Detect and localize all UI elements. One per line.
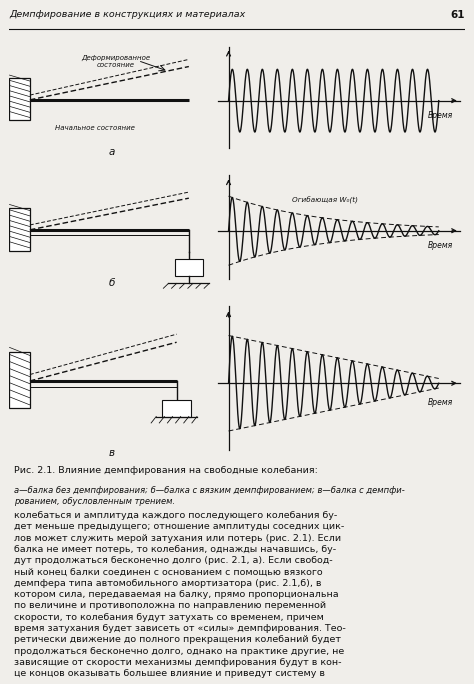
Text: Демпфирование в конструкциях и материалах: Демпфирование в конструкциях и материала… [9, 10, 246, 19]
Bar [9, 352, 30, 408]
Bar [9, 208, 30, 250]
Text: ный конец балки соединен с основанием с помощью вязкого: ный конец балки соединен с основанием с … [14, 568, 323, 577]
Text: а—балка без демпфирования; б—балка с вязким демпфированием; в—балка с демпфи-
ро: а—балка без демпфирования; б—балка с вяз… [14, 486, 405, 506]
Text: дет меньше предыдущего; отношение амплитуды соседних цик-: дет меньше предыдущего; отношение амплит… [14, 523, 345, 531]
Text: ретически движение до полного прекращения колебаний будет: ретически движение до полного прекращени… [14, 635, 341, 644]
Text: Время: Время [428, 241, 454, 250]
Text: балка не имеет потерь, то колебания, однажды начавшись, бу-: балка не имеет потерь, то колебания, одн… [14, 545, 337, 554]
Text: Огибающая W₀(t): Огибающая W₀(t) [292, 196, 357, 204]
Text: по величине и противоположна по направлению переменной: по величине и противоположна по направле… [14, 601, 326, 610]
Text: продолжаться бесконечно долго, однако на практике другие, не: продолжаться бесконечно долго, однако на… [14, 646, 345, 656]
Text: дут продолжаться бесконечно долго (рис. 2.1, а). Если свобод-: дут продолжаться бесконечно долго (рис. … [14, 556, 333, 565]
Text: Деформированное
состояние: Деформированное состояние [81, 55, 150, 68]
Bar [162, 400, 191, 417]
Text: б: б [108, 278, 115, 288]
Text: це концов оказывать большее влияние и приведут систему в: це концов оказывать большее влияние и пр… [14, 669, 325, 679]
Text: котором сила, передаваемая на балку, прямо пропорциональна: котором сила, передаваемая на балку, пря… [14, 590, 339, 599]
Text: колебаться и амплитуда каждого последующего колебания бу-: колебаться и амплитуда каждого последующ… [14, 511, 337, 520]
Text: лов может служить мерой затухания или потерь (рис. 2.1). Если: лов может служить мерой затухания или по… [14, 534, 341, 542]
Bar [9, 79, 30, 120]
Text: демпфера типа автомобильного амортизатора (рис. 2.1,б), в: демпфера типа автомобильного амортизатор… [14, 579, 322, 588]
Text: в: в [109, 449, 114, 458]
Text: время затухания будет зависеть от «силы» демпфирования. Тео-: время затухания будет зависеть от «силы»… [14, 624, 346, 633]
Bar [174, 259, 203, 276]
Text: Время: Время [428, 398, 454, 407]
Text: 61: 61 [450, 10, 465, 20]
Text: а: а [108, 147, 115, 157]
Text: Начальное состояние: Начальное состояние [55, 125, 135, 131]
Text: Время: Время [428, 111, 454, 120]
Text: зависящие от скорости механизмы демпфирования будут в кон-: зависящие от скорости механизмы демпфиро… [14, 658, 342, 667]
Text: Рис. 2.1. Влияние демпфирования на свободные колебания:: Рис. 2.1. Влияние демпфирования на свобо… [14, 466, 318, 475]
Text: скорости, то колебания будут затухать со временем, причем: скорости, то колебания будут затухать со… [14, 613, 324, 622]
